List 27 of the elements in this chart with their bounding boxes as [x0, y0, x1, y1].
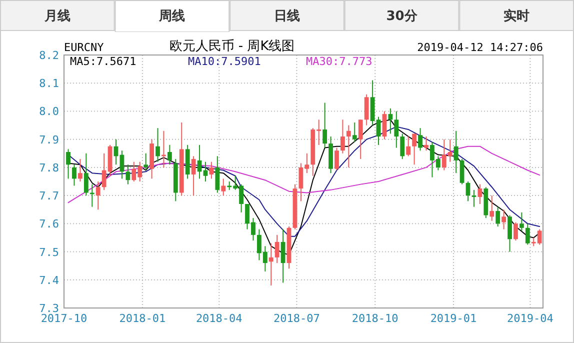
- tab: 30分: [344, 0, 460, 31]
- y-tick-label: 8.0: [39, 105, 59, 118]
- chart-title: 欧元人民币 - 周K线图: [169, 39, 295, 54]
- x-tick-label: 2019-04: [507, 312, 554, 325]
- x-tick-label: 2017-10: [40, 312, 88, 325]
- y-tick-label: 7.8: [39, 161, 59, 174]
- tab: 日线: [230, 0, 344, 31]
- y-tick-label: 7.3: [39, 302, 59, 315]
- line-series: [68, 146, 540, 204]
- y-tick-label: 7.6: [39, 218, 59, 231]
- y-tick-label: 8.2: [39, 49, 59, 62]
- x-tick-label: 2018-04: [196, 312, 243, 325]
- y-tick-label: 7.7: [39, 190, 59, 203]
- x-tick-label: 2018-07: [274, 312, 320, 325]
- tab: 周线: [114, 0, 230, 32]
- x-tick-label: 2018-01: [119, 312, 166, 325]
- y-tick-label: 7.9: [39, 133, 59, 146]
- text: EURCNY: [64, 41, 104, 54]
- y-tick-label: 8.1: [39, 77, 59, 90]
- tab: 实时: [459, 0, 574, 31]
- y-tick-label: 7.5: [39, 246, 59, 259]
- y-tick-label: 7.4: [39, 274, 60, 287]
- text: 2019-04-12 14:27:06: [417, 41, 543, 54]
- x-tick-label: 2018-10: [352, 312, 398, 325]
- tab: 月线: [0, 0, 115, 31]
- legend: MA5:7.5671 MA10:7.5901 MA30:7.773: [70, 55, 372, 68]
- x-tick-label: 2019-01: [430, 312, 477, 325]
